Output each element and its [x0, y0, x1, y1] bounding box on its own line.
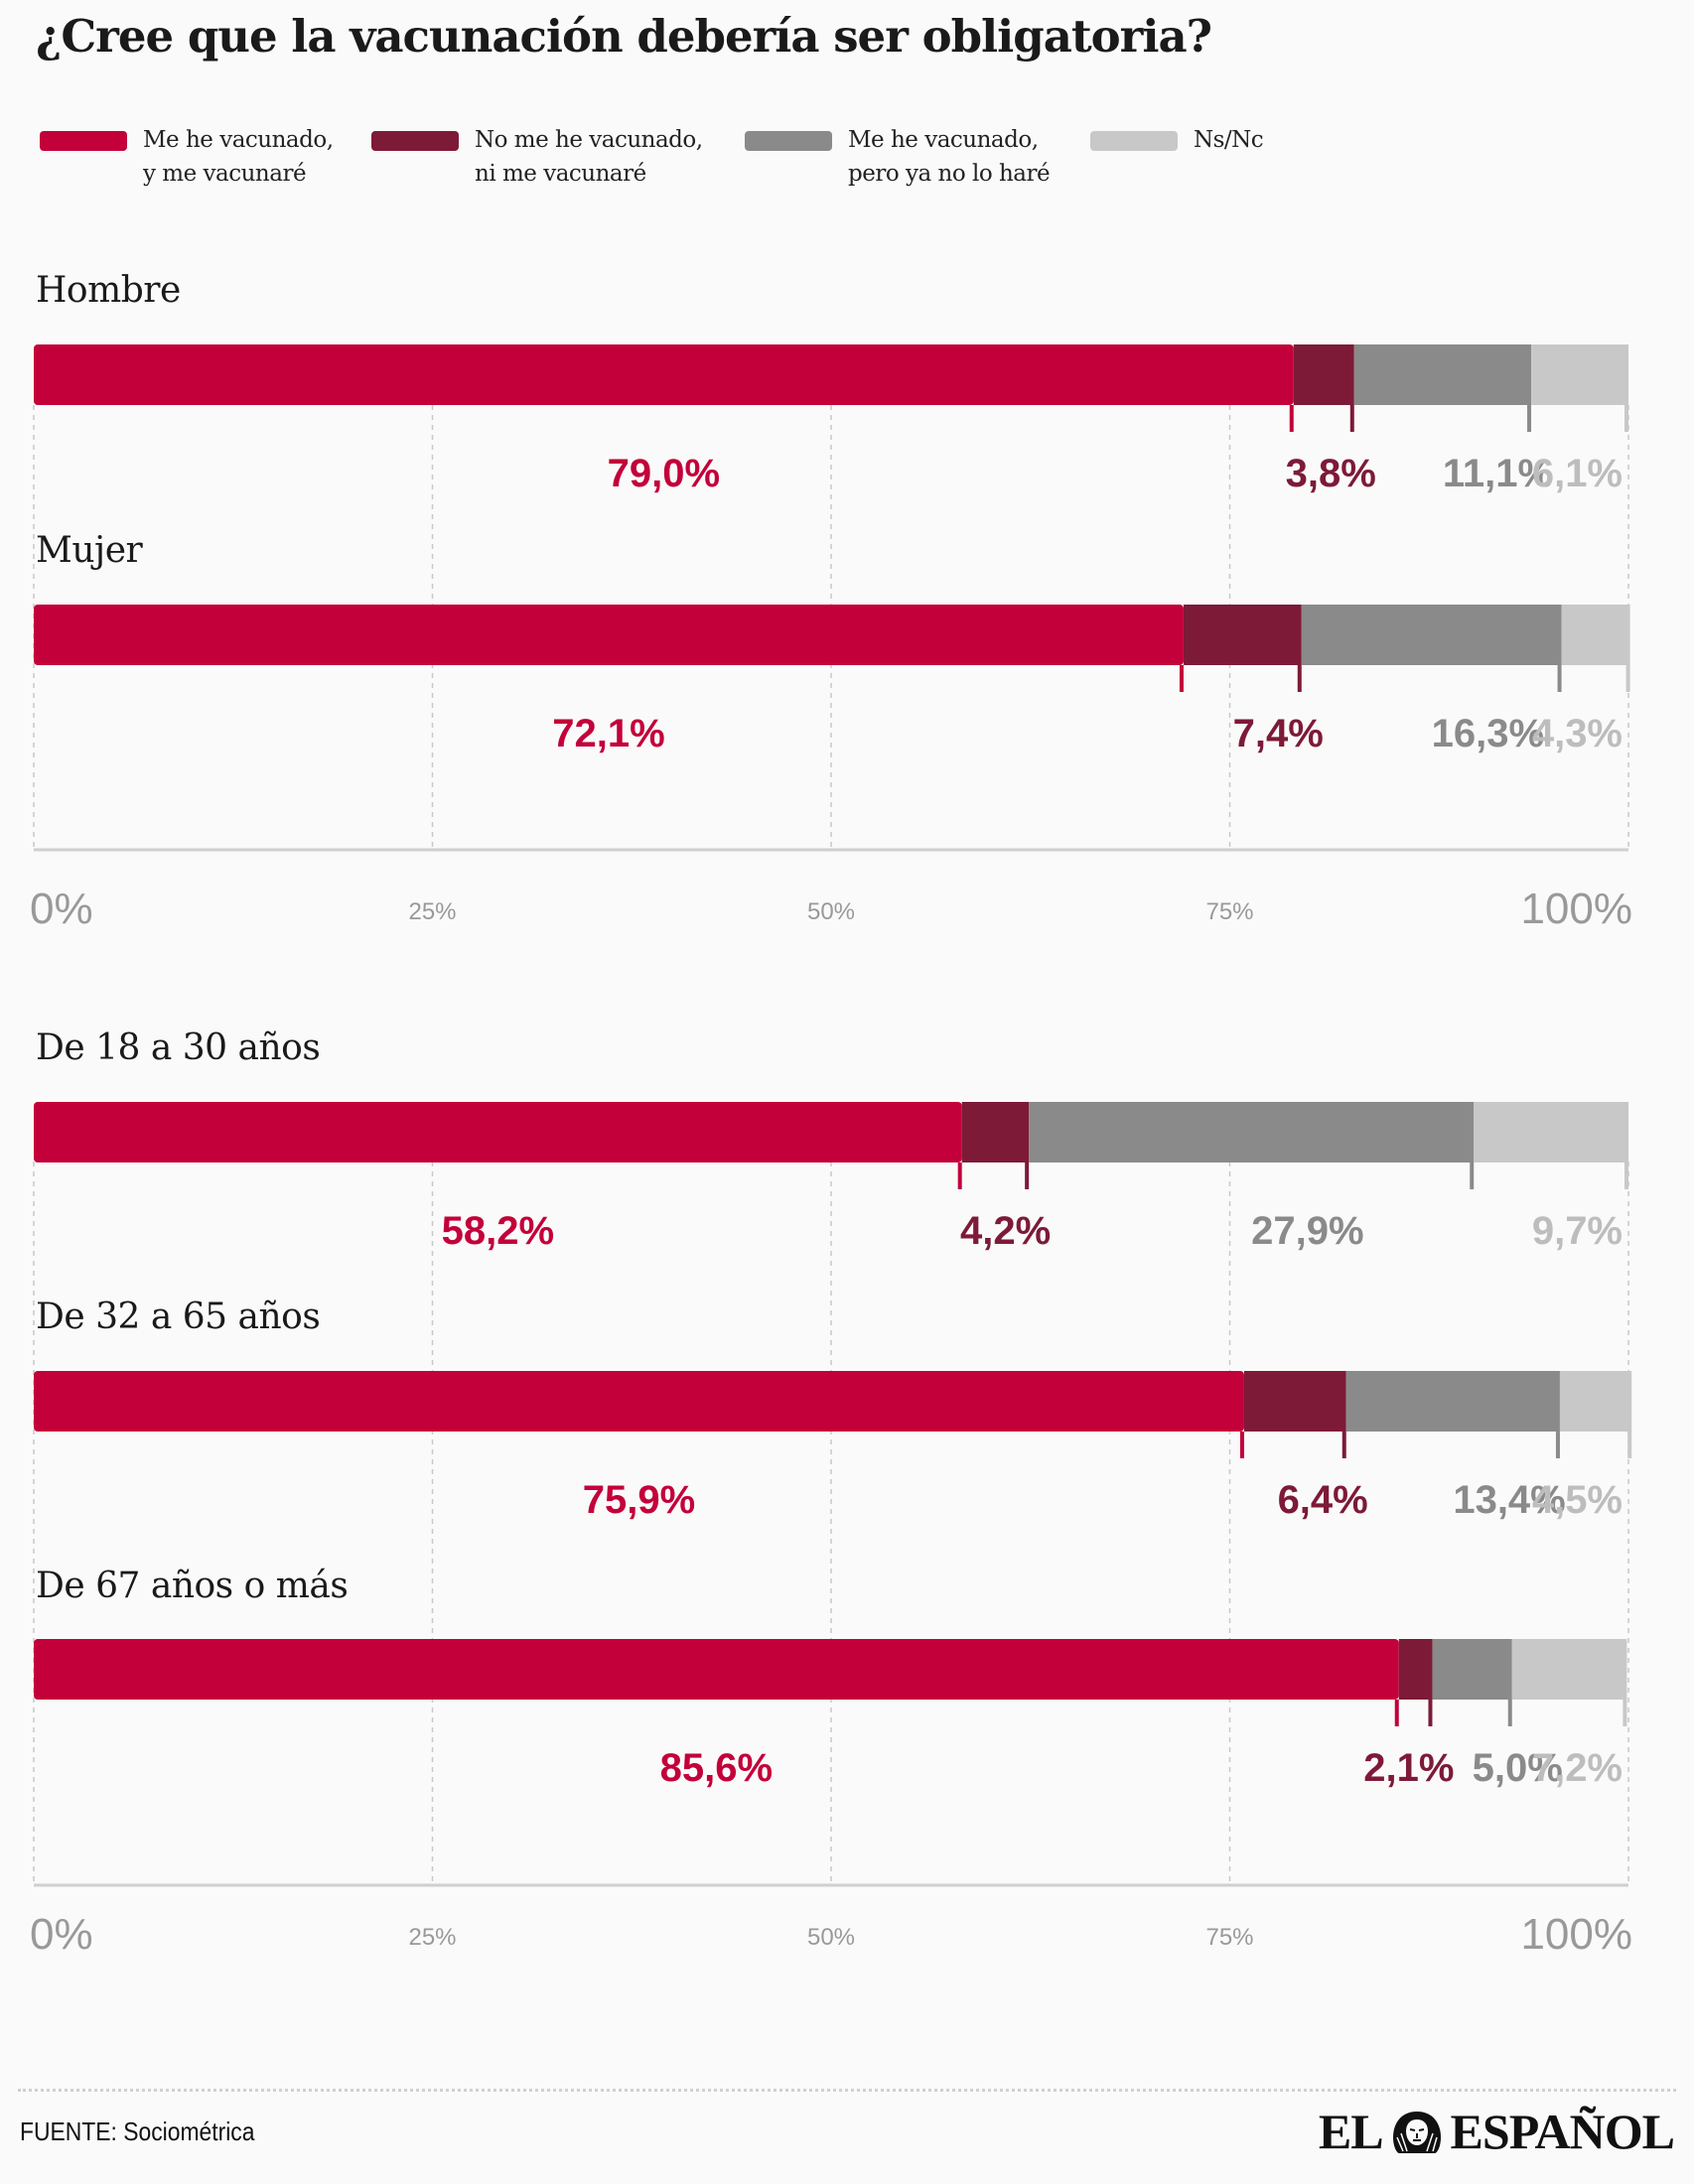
legend-label: Ns/Nc	[1194, 127, 1264, 153]
x-tick-label: 50%	[807, 1924, 855, 1951]
bar-segment	[961, 1102, 1030, 1162]
legend-swatch	[371, 131, 459, 151]
source-note: FUENTE: Sociométrica	[20, 2116, 255, 2146]
value-label: 75,9%	[583, 1478, 695, 1522]
value-label: 27,9%	[1251, 1209, 1363, 1253]
legend-label: ni me vacunaré	[475, 161, 646, 187]
group-label-18-30: De 18 a 30 años	[36, 1027, 321, 1068]
bar-segment	[1511, 1639, 1627, 1700]
footer-divider	[18, 2089, 1676, 2092]
logo-text-el: EL	[1318, 2104, 1384, 2159]
group-label-mujer: Mujer	[36, 530, 143, 571]
value-label: 6,4%	[1278, 1478, 1368, 1522]
value-label: 13,4%	[1453, 1478, 1565, 1522]
bar-segment	[1293, 344, 1354, 405]
x-tick-label: 100%	[1520, 885, 1632, 933]
stacked-bar-chart: 0% 25% 50% 75% 100% 79,0% 3,8% 11,1%6,1% 72,1% 7,…	[30, 344, 1632, 1959]
x-tick-label: 0%	[30, 1910, 93, 1959]
value-label: 16,3%	[1432, 712, 1544, 755]
bar-segment	[1029, 1102, 1475, 1162]
bar-segment	[34, 1371, 1244, 1432]
legend-item-vaccinated-wont: Me he vacunado, pero ya no lo haré	[745, 123, 1051, 191]
legend-label: No me he vacunado,	[475, 127, 703, 153]
value-label: 3,8%	[1286, 452, 1376, 495]
legend-label: pero ya no lo haré	[848, 161, 1051, 187]
chart-title: ¿Cree que la vacunación debería ser obli…	[36, 10, 1212, 63]
bar-segment	[1432, 1639, 1512, 1700]
x-tick-label: 50%	[807, 898, 855, 925]
legend-swatch	[745, 131, 832, 151]
legend-label: y me vacunaré	[143, 161, 307, 187]
value-label: 11,1%	[1443, 452, 1553, 495]
bar-segment	[34, 1639, 1399, 1700]
value-label: 5,0%	[1473, 1746, 1563, 1790]
bar-segment	[34, 605, 1184, 665]
value-label: 6,1%	[1532, 452, 1623, 495]
bar-segment	[1561, 605, 1630, 665]
group-label-32-65: De 32 a 65 años	[36, 1297, 321, 1337]
bar-segment	[1474, 1102, 1628, 1162]
x-tick-label: 0%	[30, 885, 93, 933]
legend-item-not-vaccinated: No me he vacunado, ni me vacunaré	[371, 123, 703, 191]
value-label: 7,2%	[1532, 1746, 1623, 1790]
bar-segment	[1398, 1639, 1433, 1700]
x-tick-label: 100%	[1520, 1910, 1632, 1959]
value-label: 58,2%	[442, 1209, 554, 1253]
bar-segment	[34, 1102, 962, 1162]
bar-segment	[1345, 1371, 1560, 1432]
bar-segment	[1531, 344, 1628, 405]
legend-swatch	[40, 131, 127, 151]
value-label: 9,7%	[1532, 1209, 1623, 1253]
logo-text-espanol: ESPAÑOL	[1450, 2104, 1675, 2159]
legend-item-vaccinated-will: Me he vacunado, y me vacunaré	[40, 123, 334, 191]
value-label: 4,5%	[1532, 1478, 1623, 1522]
legend-item-nsnc: Ns/Nc	[1090, 123, 1264, 157]
legend: Me he vacunado, y me vacunaré No me he v…	[40, 123, 1668, 203]
bar-segment	[1183, 605, 1302, 665]
bar-segment	[1353, 344, 1532, 405]
legend-swatch	[1090, 131, 1178, 151]
value-label: 4,3%	[1532, 712, 1623, 755]
value-label: 4,2%	[960, 1209, 1051, 1253]
bar-segment	[1301, 605, 1562, 665]
bar-segment	[1559, 1371, 1632, 1432]
group-label-hombre: Hombre	[36, 270, 181, 311]
value-label: 79,0%	[608, 452, 720, 495]
x-tick-label: 25%	[408, 898, 456, 925]
value-label: 2,1%	[1363, 1746, 1454, 1790]
legend-label: Me he vacunado,	[848, 127, 1039, 153]
x-tick-label: 25%	[408, 1924, 456, 1951]
lion-icon	[1392, 2112, 1441, 2153]
brand-logo: EL ESPAÑOL	[1318, 2103, 1675, 2160]
x-tick-label: 75%	[1205, 898, 1253, 925]
value-label: 85,6%	[660, 1746, 773, 1790]
x-tick-label: 75%	[1205, 1924, 1253, 1951]
value-label: 72,1%	[552, 712, 664, 755]
value-label: 7,4%	[1233, 712, 1324, 755]
bar-segment	[1243, 1371, 1346, 1432]
legend-label: Me he vacunado,	[143, 127, 334, 153]
bar-segment	[34, 344, 1294, 405]
group-label-67-plus: De 67 años o más	[36, 1566, 349, 1606]
